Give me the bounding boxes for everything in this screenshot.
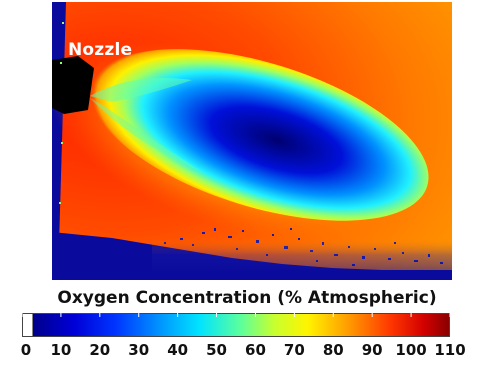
plume-fringe-near-nozzle: [90, 78, 192, 102]
colorbar-tick-label: 40: [167, 341, 189, 359]
colorbar-tick-label: 60: [245, 341, 266, 359]
oxygen-depleted-plume: [91, 49, 429, 221]
colorbar-title: Oxygen Concentration (% Atmospheric): [57, 288, 437, 308]
nozzle-label: Nozzle: [68, 40, 133, 60]
colorbar-zero-segment: [23, 314, 33, 336]
colorbar-tick-label: 20: [89, 341, 111, 359]
colorbar-tick-label: 100: [395, 341, 427, 359]
nozzle-shape: [52, 56, 94, 114]
colorbar-tick-label: 70: [283, 341, 305, 359]
colorbar-tick-label: 10: [50, 341, 72, 359]
colorbar-tick-label: 110: [434, 341, 466, 359]
oxygen-concentration-field: [52, 2, 452, 280]
colorbar-tick-label: 90: [361, 341, 383, 359]
left-edge-speckles: [59, 22, 64, 204]
colorbar-gradient: [33, 314, 449, 336]
colorbar: [22, 313, 450, 337]
colorbar-tick-label: 80: [322, 341, 344, 359]
colorbar-tick-label: 0: [20, 341, 32, 359]
colorbar-tick-label: 50: [206, 341, 227, 359]
colorbar-tick-label: 30: [128, 341, 150, 359]
